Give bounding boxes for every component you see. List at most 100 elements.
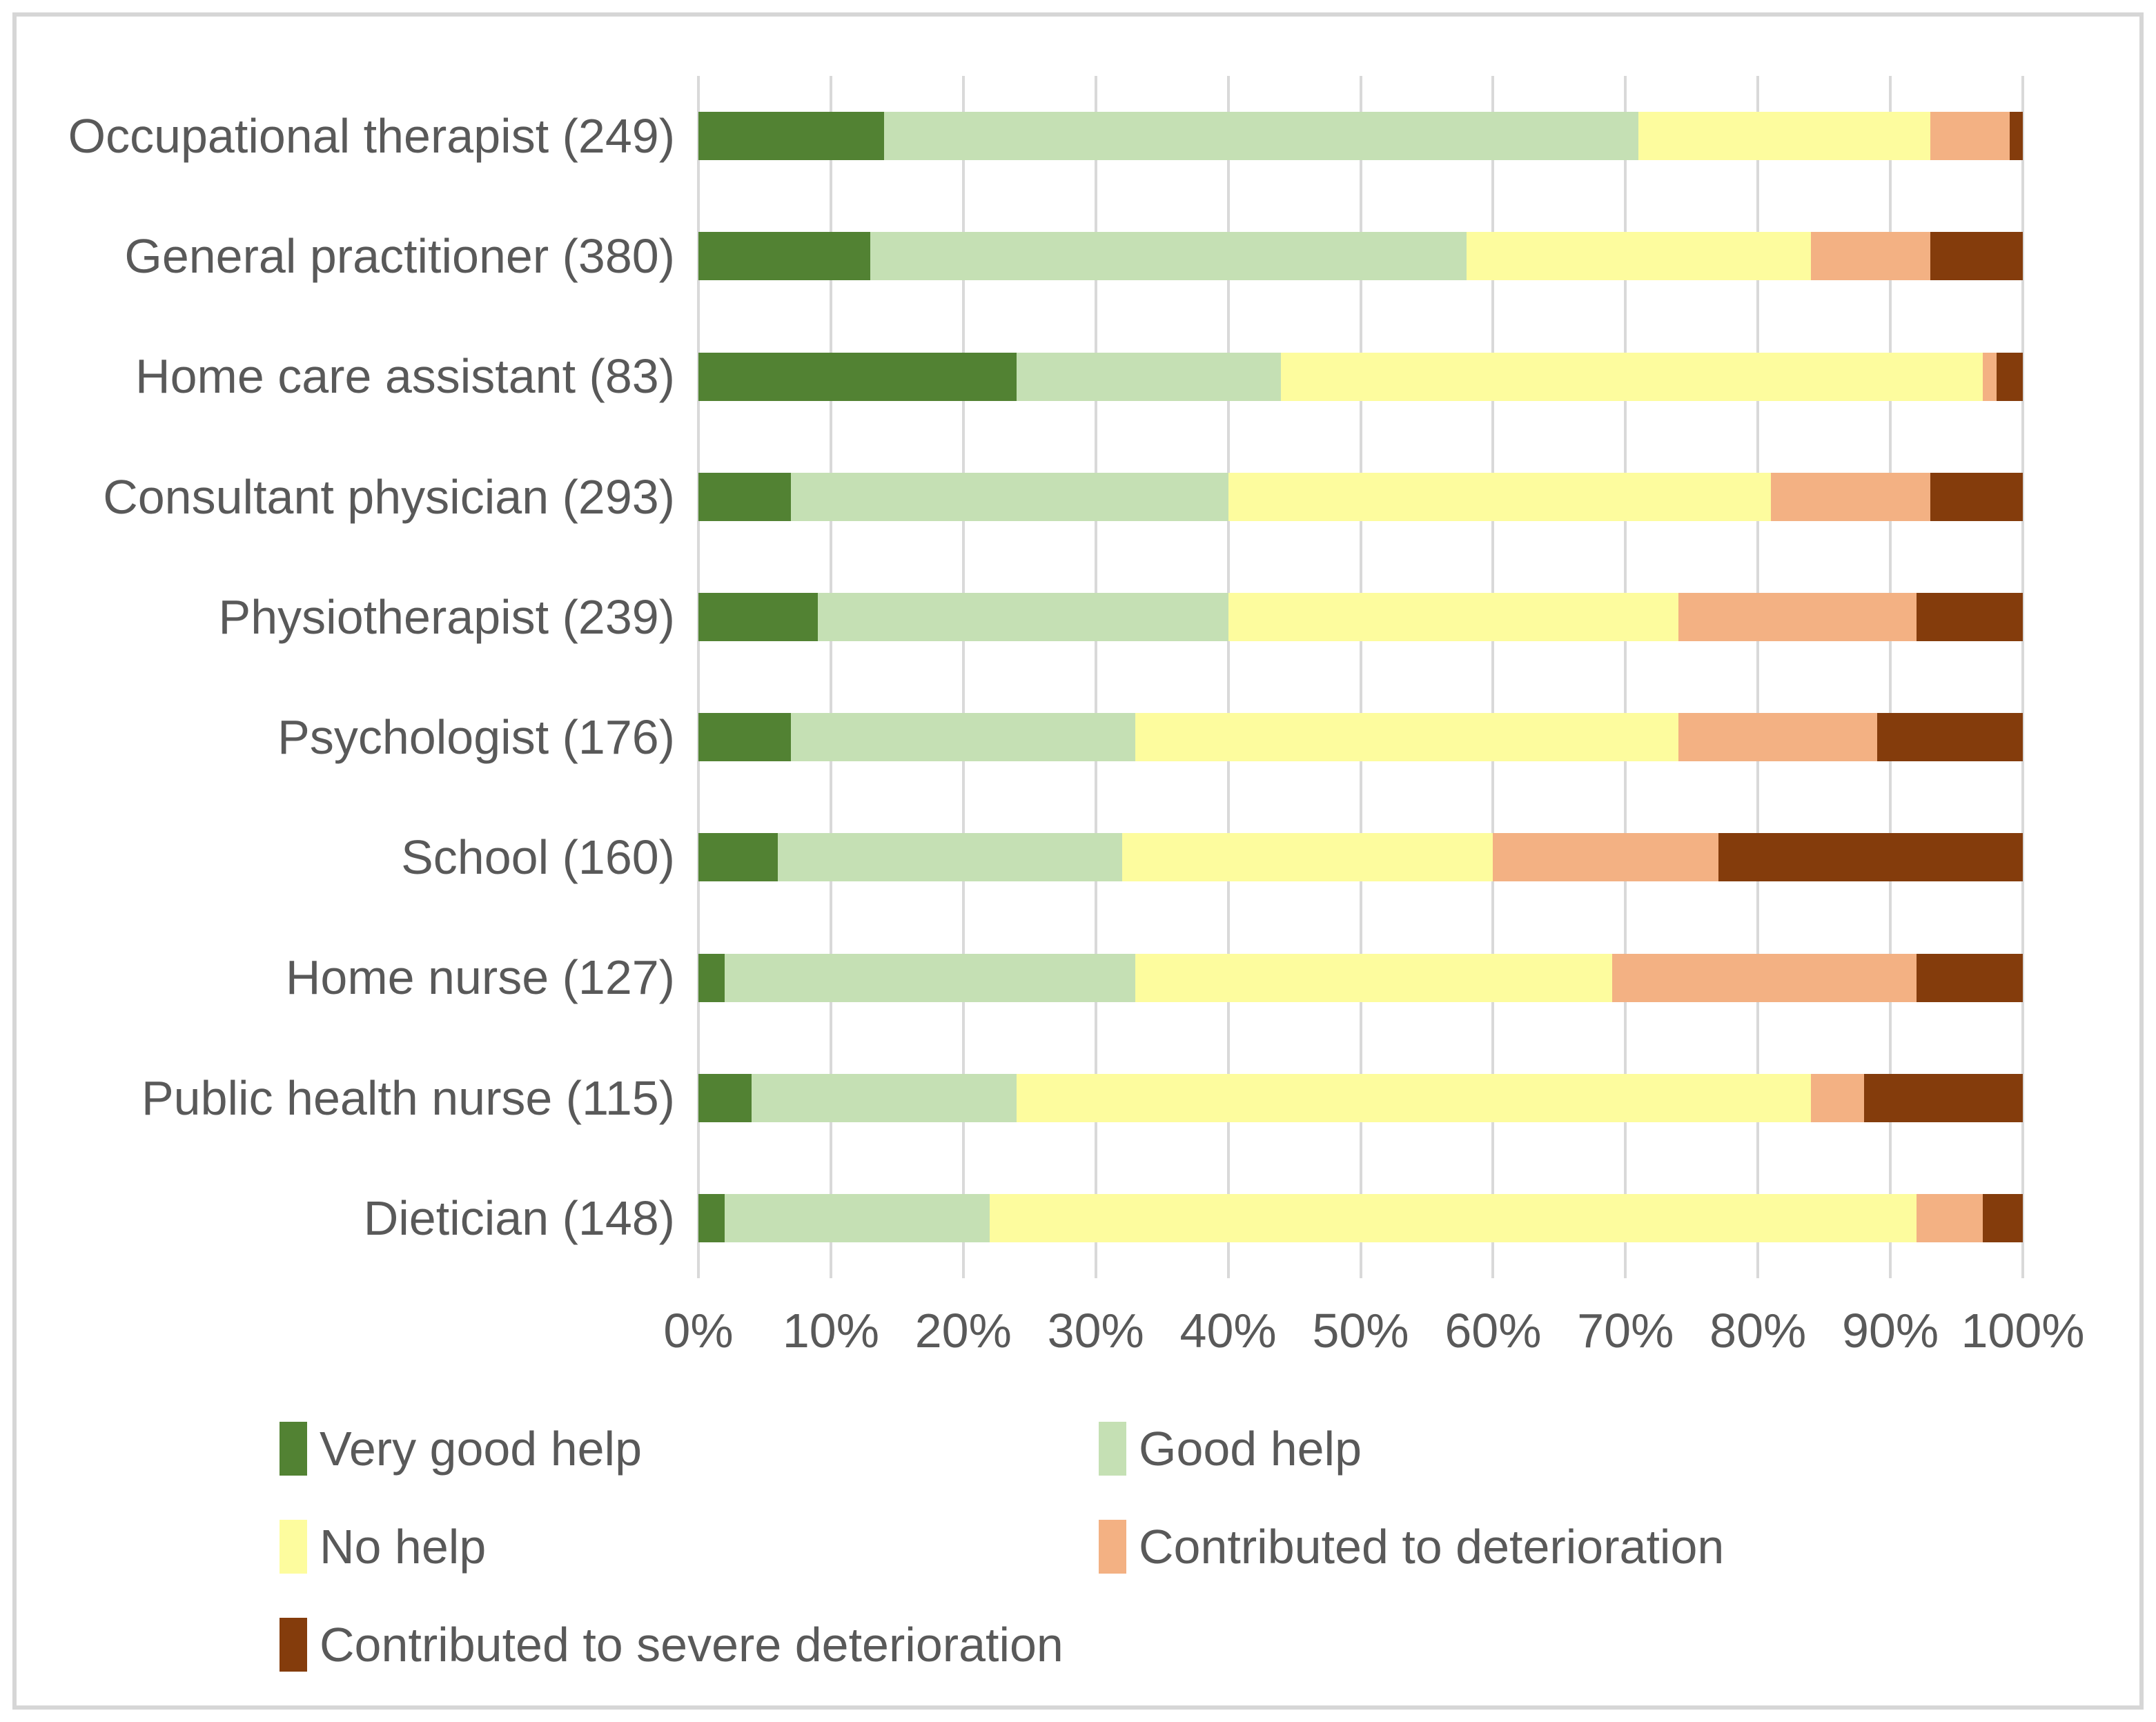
- bar-segment: [1863, 1073, 2023, 1122]
- bar-segment: [1493, 833, 1718, 882]
- bar-segment: [1678, 713, 1877, 762]
- bar-segment: [990, 1193, 1917, 1242]
- legend-swatch: [280, 1422, 307, 1476]
- gridline: [1756, 76, 1760, 1278]
- bar-segment: [870, 232, 1467, 281]
- gridline: [697, 76, 700, 1278]
- bar-segment: [1917, 953, 2023, 1002]
- x-axis-tick-label: 50%: [1312, 1304, 1409, 1358]
- x-axis-tick-label: 30%: [1047, 1304, 1144, 1358]
- gridline: [961, 76, 965, 1278]
- x-axis-tick-label: 100%: [1961, 1304, 2085, 1358]
- bar-row: [698, 112, 2023, 161]
- bar-segment: [698, 1073, 752, 1122]
- category-label: Dietician (148): [363, 1191, 675, 1245]
- bar-segment: [1228, 592, 1679, 641]
- legend-item: Very good help: [280, 1421, 1099, 1476]
- bar-segment: [698, 472, 792, 521]
- bar-segment: [1678, 592, 1917, 641]
- bar-row: [698, 232, 2023, 281]
- bar-segment: [698, 713, 792, 762]
- legend-swatch: [280, 1520, 307, 1574]
- bar-segment: [698, 112, 884, 161]
- x-axis-tick-label: 40%: [1179, 1304, 1277, 1358]
- legend-item: Contributed to deterioration: [1099, 1519, 2005, 1574]
- bar-row: [698, 833, 2023, 882]
- x-axis-tick-label: 20%: [914, 1304, 1012, 1358]
- legend-swatch: [1099, 1422, 1126, 1476]
- bar-segment: [698, 953, 725, 1002]
- bar-segment: [1135, 713, 1679, 762]
- gridline: [1889, 76, 1892, 1278]
- category-label: Home care assistant (83): [135, 349, 675, 404]
- bar-segment: [751, 1073, 1017, 1122]
- bar-segment: [791, 472, 1228, 521]
- gridline: [1359, 76, 1362, 1278]
- category-label: School (160): [401, 830, 675, 885]
- x-axis-tick-label: 90%: [1842, 1304, 1939, 1358]
- category-label: General practitioner (380): [124, 229, 675, 284]
- bar-segment: [1930, 112, 2010, 161]
- bar-row: [698, 1073, 2023, 1122]
- category-label: Public health nurse (115): [141, 1070, 675, 1125]
- gridline: [2021, 76, 2024, 1278]
- bar-segment: [1016, 352, 1282, 401]
- bar-segment: [698, 232, 871, 281]
- bar-row: [698, 472, 2023, 521]
- bar-segment: [1638, 112, 1930, 161]
- bar-segment: [725, 1193, 990, 1242]
- bar-segment: [1876, 713, 2023, 762]
- legend-item: Good help: [1099, 1421, 2005, 1476]
- x-axis: 0% 10% 20% 30% 40% 50% 60% 70% 80% 90% 100%: [663, 1303, 2084, 1365]
- bar-segment: [1917, 592, 2023, 641]
- bar-row: [698, 1193, 2023, 1242]
- bar-segment: [883, 112, 1639, 161]
- x-axis-tick-label: 70%: [1577, 1304, 1674, 1358]
- category-label: Physiotherapist (239): [218, 589, 675, 644]
- bar-segment: [1996, 352, 2023, 401]
- category-label: Psychologist (176): [277, 710, 675, 765]
- bar-segment: [791, 713, 1136, 762]
- bar-segment: [1281, 352, 1983, 401]
- legend-label: Good help: [1139, 1422, 1362, 1476]
- x-axis-tick-label: 0%: [663, 1304, 734, 1358]
- category-axis: Occupational therapist (249) General prac…: [28, 76, 675, 1278]
- category-label: Consultant physician (293): [103, 469, 675, 524]
- bar-segment: [1135, 953, 1613, 1002]
- category-label: Home nurse (127): [285, 950, 675, 1005]
- bar-segment: [1771, 472, 1930, 521]
- gridline: [829, 76, 832, 1278]
- bar-row: [698, 713, 2023, 762]
- gridline: [1094, 76, 1097, 1278]
- bar-segment: [817, 592, 1228, 641]
- bar-segment: [1810, 1073, 1864, 1122]
- bar-segment: [1467, 232, 1811, 281]
- bar-segment: [1983, 1193, 2023, 1242]
- bar-segment: [1917, 1193, 1983, 1242]
- bar-segment: [698, 833, 778, 882]
- plot-area: [697, 76, 2024, 1278]
- gridline: [1491, 76, 1495, 1278]
- bar-segment: [778, 833, 1123, 882]
- legend-swatch: [1099, 1520, 1126, 1574]
- legend-label: Very good help: [320, 1422, 643, 1476]
- legend-swatch: [280, 1618, 307, 1672]
- bar-row: [698, 953, 2023, 1002]
- legend-label: Contributed to severe deterioration: [320, 1618, 1064, 1672]
- bar-segment: [1122, 833, 1493, 882]
- bar-segment: [725, 953, 1136, 1002]
- bar-segment: [698, 1193, 725, 1242]
- bar-segment: [1612, 953, 1917, 1002]
- bar-segment: [698, 352, 1017, 401]
- gridline: [1226, 76, 1230, 1278]
- bar-segment: [1930, 472, 2023, 521]
- legend-label: Contributed to deterioration: [1139, 1520, 1725, 1574]
- bar-row: [698, 592, 2023, 641]
- legend: Very good help Good help No help Contribute…: [280, 1400, 2005, 1694]
- bar-segment: [1930, 232, 2023, 281]
- category-label: Occupational therapist (249): [68, 109, 675, 164]
- x-axis-tick-label: 10%: [782, 1304, 879, 1358]
- bar-row: [698, 352, 2023, 401]
- x-axis-tick-label: 60%: [1444, 1304, 1542, 1358]
